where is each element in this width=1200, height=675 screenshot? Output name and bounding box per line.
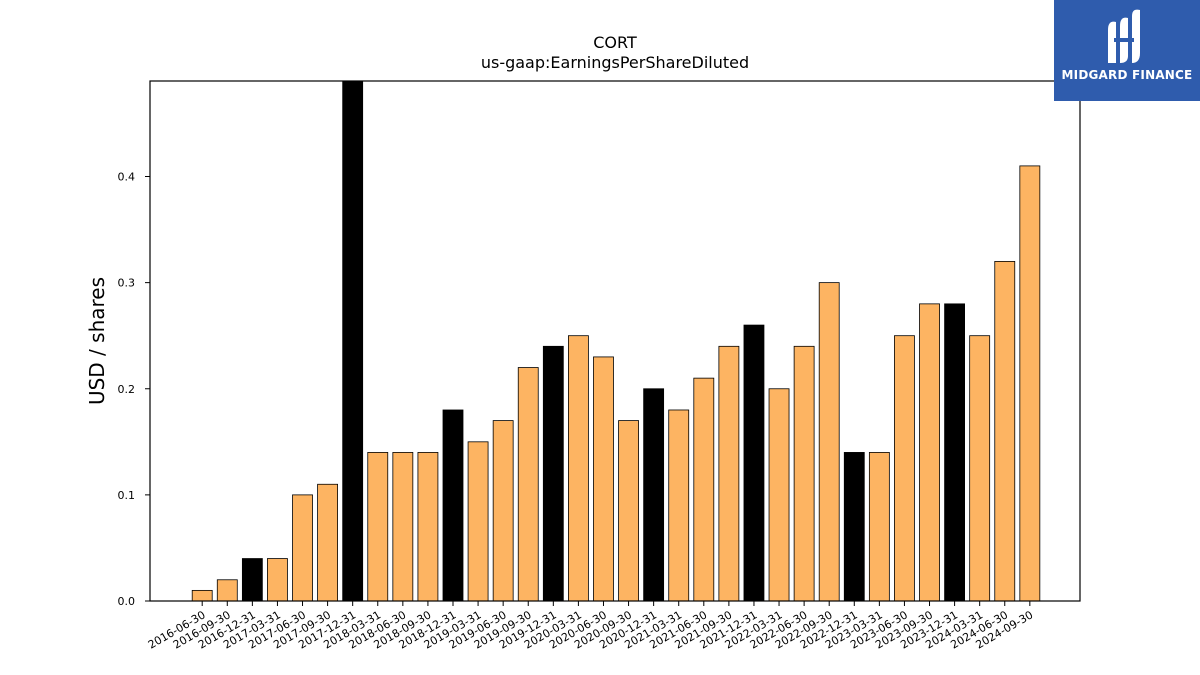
bar-2018-06-30 xyxy=(392,452,414,602)
y-tick-label: 0.0 xyxy=(118,595,136,608)
bar-2018-09-30 xyxy=(417,452,439,602)
bar-2016-12-31 xyxy=(241,558,263,602)
bar-2016-06-30 xyxy=(191,589,213,602)
bar-2023-09-30 xyxy=(919,303,940,602)
bar-2021-03-31 xyxy=(668,409,690,602)
bar-2017-12-31 xyxy=(342,80,364,602)
y-tick-label: 0.4 xyxy=(118,171,136,184)
bar-2021-12-31 xyxy=(743,324,765,602)
bar-2018-12-31 xyxy=(442,409,464,602)
chart-title: CORT xyxy=(593,33,637,52)
y-axis-label: USD / shares xyxy=(85,277,109,405)
bar-2020-12-31 xyxy=(643,388,665,602)
bar-2024-06-30 xyxy=(994,261,1016,602)
bar-2020-09-30 xyxy=(618,420,639,602)
chart-subtitle: us-gaap:EarningsPerShareDiluted xyxy=(480,53,750,72)
bar-2019-06-30 xyxy=(492,420,514,602)
bar-2020-03-31 xyxy=(568,335,589,602)
bar-2017-03-31 xyxy=(267,558,288,602)
bar-2023-03-31 xyxy=(868,452,890,602)
bar-2020-06-30 xyxy=(593,356,614,602)
brand-logo: MIDGARD FINANCE xyxy=(1054,0,1200,101)
bar-2019-12-31 xyxy=(542,345,564,602)
bar-2023-06-30 xyxy=(894,335,915,602)
bar-2022-09-30 xyxy=(818,282,840,602)
bar-2022-03-31 xyxy=(768,388,790,602)
bar-2017-06-30 xyxy=(292,494,313,602)
midgard-logo-icon xyxy=(1108,9,1140,64)
bar-2024-03-31 xyxy=(969,335,991,602)
bar-2018-03-31 xyxy=(367,452,389,602)
bar-2022-06-30 xyxy=(793,345,815,602)
y-tick-label: 0.3 xyxy=(118,277,136,290)
bar-2021-09-30 xyxy=(718,345,740,602)
bar-2023-12-31 xyxy=(944,303,965,602)
bar-2019-03-31 xyxy=(467,441,489,602)
brand-logo-text: MIDGARD FINANCE xyxy=(1061,68,1193,82)
y-tick-label: 0.1 xyxy=(118,489,136,502)
bar-2021-06-30 xyxy=(693,377,715,602)
y-tick-label: 0.2 xyxy=(118,383,136,396)
bar-2019-09-30 xyxy=(517,367,539,602)
bar-2022-12-31 xyxy=(843,452,865,602)
bar-2016-09-30 xyxy=(216,579,238,602)
axes-frame xyxy=(149,80,1081,602)
bar-2017-09-30 xyxy=(317,483,339,602)
bar-2024-09-30 xyxy=(1019,165,1041,602)
